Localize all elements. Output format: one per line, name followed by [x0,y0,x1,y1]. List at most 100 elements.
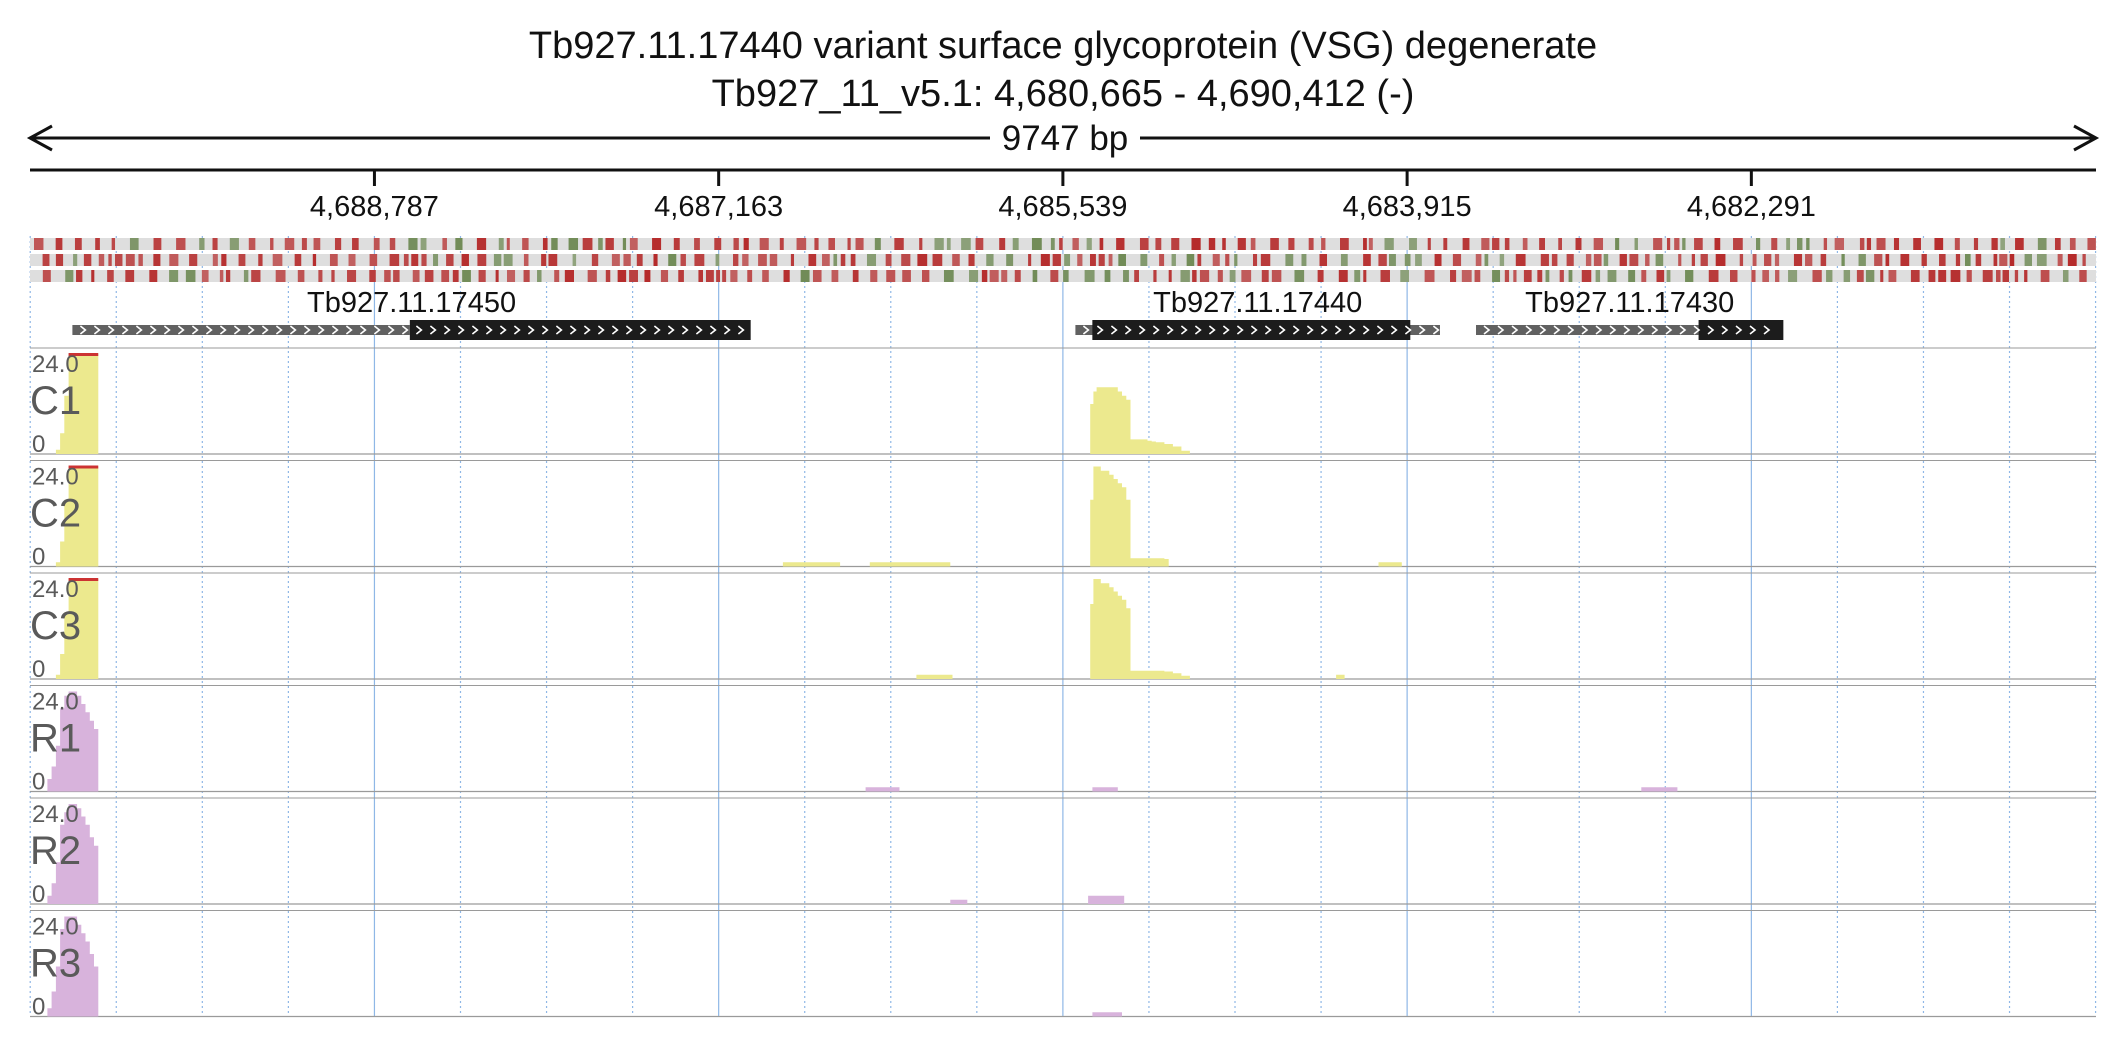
variant-mark [523,270,530,282]
variant-mark [369,270,376,282]
variant-mark [1481,238,1490,250]
variant-mark [522,238,529,250]
variant-mark [1991,238,1998,250]
variant-mark [1001,270,1008,282]
variant-mark [149,270,158,282]
strand-chevron [1250,325,1258,335]
variant-mark [1523,270,1532,282]
variant-mark [1678,254,1682,266]
variant-mark [115,254,123,266]
variant-mark [1443,238,1448,250]
variant-mark [369,254,378,266]
variant-mark [758,254,767,266]
strand-chevron [387,325,395,335]
strand-chevron [1320,325,1328,335]
variant-mark [1241,270,1252,282]
variant-mark [1545,270,1550,282]
clip-indicator [68,465,99,469]
variant-mark [1888,270,1897,282]
variant-mark [2057,254,2063,266]
variant-mark [523,254,529,266]
variant-mark [828,238,835,250]
variant-mark [1954,238,1960,250]
variant-mark [1368,238,1373,250]
variant-mark [934,238,944,250]
variant-mark [769,254,778,266]
variant-mark [1404,254,1411,266]
variant-mark [229,238,239,250]
variant-mark [1641,270,1647,282]
variant-mark [812,270,822,282]
variant-mark [1866,238,1872,250]
variant-mark [582,238,593,250]
variant-mark [870,270,878,282]
variant-mark [1515,254,1526,266]
variant-mark [107,270,114,282]
variant-mark [2079,270,2087,282]
variant-mark [852,270,859,282]
variant-mark [1072,238,1079,250]
variant-mark [1655,254,1664,266]
variant-mark [932,254,943,266]
strand-chevron [275,325,283,335]
variant-mark [1237,238,1246,250]
strand-chevron [527,325,535,335]
variant-mark [1843,270,1851,282]
variant-mark [189,254,198,266]
variant-mark [943,270,954,282]
variant-mark [1575,238,1582,250]
gridlines [29,236,2097,1016]
variant-mark [1762,270,1769,282]
variant-row-background [30,254,2096,266]
variant-mark [1400,270,1409,282]
strand-chevron [1497,325,1505,335]
variant-mark [796,238,807,250]
variant-mark [1028,254,1032,266]
variant-mark [313,238,321,250]
strand-chevron [681,325,689,335]
variant-mark [243,270,249,282]
variant-mark [1499,254,1505,266]
variant-mark [847,238,851,250]
variant-mark [1180,270,1190,282]
variant-mark [1118,254,1126,266]
variant-mark [1585,254,1592,266]
strand-chevron [177,325,185,335]
variant-mark [185,270,196,282]
variant-mark [2015,238,2024,250]
variant-mark [1691,254,1695,266]
variant-mark [1014,270,1021,282]
strand-chevron [163,325,171,335]
variant-mark [1192,270,1197,282]
variant-mark [1793,254,1803,266]
variant-mark [952,254,960,266]
span-arrowhead-left [26,124,53,152]
genomic-axis: 4,688,787 4,687,163 4,685,539 4,683,915 4,68… [30,168,2096,223]
variant-mark [1171,254,1176,266]
variant-mark [1685,270,1694,282]
strand-chevron [1306,325,1314,335]
variant-mark [2036,254,2047,266]
span-length-label: 9747 bp [1002,119,1129,158]
axis-tick-label: 4,688,787 [310,191,439,223]
strand-chevron [1693,325,1701,335]
strand-chevron [1735,325,1743,335]
strand-chevron [513,325,521,335]
variant-mark [921,270,930,282]
strand-chevron [1539,325,1547,335]
span-arrowhead-right [2073,124,2100,152]
variant-mark [1996,270,2001,282]
variant-mark [1834,238,1845,250]
variant-mark [1168,270,1172,282]
strand-chevron [1637,325,1645,335]
strand-chevron [1124,325,1132,335]
variant-mark [1656,270,1665,282]
variant-mark [1928,270,1936,282]
variant-mark [1806,238,1810,250]
gene-label: Tb927.11.17430 [1525,287,1734,319]
variant-mark [1484,254,1489,266]
strand-chevron [345,325,353,335]
strand-chevron [1334,325,1342,335]
variant-mark [1012,238,1019,250]
